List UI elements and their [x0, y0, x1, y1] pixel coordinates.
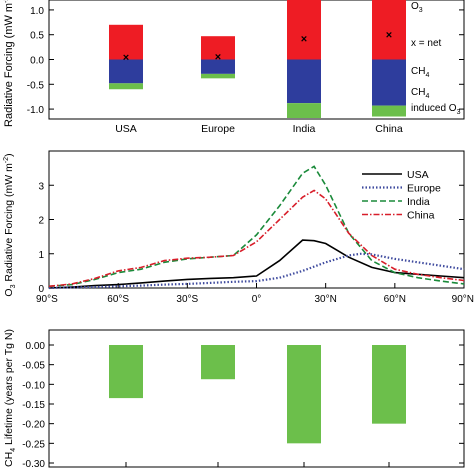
panel2-xtick-label: 90°N [452, 294, 474, 305]
panel1-ytick-label: 0.0 [30, 56, 44, 67]
panel2-xtick-label: 0° [252, 294, 262, 305]
lifetime-bar-china [372, 345, 406, 424]
panel2-xtick-label: 60°N [384, 294, 406, 305]
panel3-ytick-label: -0.15 [22, 400, 45, 411]
panel2-ylabel: O3 Radiative Forcing (mW m-2) [3, 153, 17, 296]
ch4-bar [372, 59, 406, 106]
net-marker: × [386, 30, 392, 42]
panel2-ytick-label: 2 [38, 216, 44, 227]
panel1-bars: × × × × [109, 0, 406, 119]
panel1-annotations: O3 x = net CH4 CH4 induced O3 [411, 1, 461, 116]
ch4-bar [287, 59, 321, 104]
panel1-ytick-label: -0.5 [27, 80, 45, 91]
category-label-india: India [293, 123, 316, 135]
panel3-ytick-label: 0.00 [26, 341, 46, 352]
panel2-ytick-label: 3 [38, 181, 44, 192]
legend-label-europe: Europe [407, 183, 441, 195]
line-china [48, 189, 465, 288]
panel3-bars [109, 345, 406, 444]
o3-bar [109, 24, 143, 60]
ch4-bar [109, 59, 143, 84]
panel3-ytick-label: -0.20 [22, 420, 45, 431]
o3-bar [372, 0, 406, 60]
category-label-europe: Europe [201, 123, 235, 135]
ch4-induced-o3-bar [287, 103, 321, 119]
line-europe [48, 252, 465, 290]
ch4-induced-o3-bar [109, 83, 143, 90]
ch4-lifetime-bar-panel: CH4 Lifetime (years per Tg N) 0.00 -0.05 -… [3, 329, 465, 470]
panel1-yticks: 1.0 0.5 0.0 -0.5 -1.0 [27, 6, 464, 116]
panel2-xtick-label: 90°S [36, 294, 58, 305]
panel3-ytick-label: -0.30 [22, 459, 45, 470]
lifetime-bar-usa [109, 345, 143, 399]
o3-bar [201, 36, 235, 60]
panel1-ytick-label: -1.0 [27, 105, 45, 116]
panel3-ytick-label: -0.25 [22, 439, 45, 450]
legend-label-usa: USA [407, 169, 429, 181]
net-marker: × [301, 34, 307, 46]
panel3-frame [48, 329, 465, 468]
panel3-ylabel: CH4 Lifetime (years per Tg N) [3, 329, 17, 467]
legend-label-india: India [407, 196, 430, 208]
lifetime-bar-india [287, 345, 321, 444]
panel3-ytick-label: -0.05 [22, 361, 45, 372]
panel2-lines [48, 165, 465, 290]
panel2-frame [48, 150, 465, 289]
panel2-ytick-label: 1 [38, 250, 44, 261]
panel1-ylabel: Radiative Forcing (mW m-2) [3, 0, 15, 127]
ch4-induced-o3-bar [201, 73, 235, 79]
o3-latitude-line-panel: O3 Radiative Forcing (mW m-2) 0 1 2 3 90°S 6… [3, 150, 474, 305]
net-marker: × [123, 52, 129, 64]
annotation-ch4: CH4 [411, 66, 429, 79]
panel2-xticks: 90°S 60°S 30°S 0° 30°N 60°N 90°N [36, 283, 474, 305]
panel1-ytick-label: 1.0 [30, 6, 44, 17]
panel3-ytick-label: -0.10 [22, 380, 45, 391]
forcing-bar-panel: Radiative Forcing (mW m-2) 1.0 0.5 0.0 -0.5… [3, 0, 465, 135]
category-label-china: China [375, 123, 403, 135]
net-marker: × [215, 52, 221, 64]
line-india [48, 165, 465, 288]
panel1-ytick-label: 0.5 [30, 31, 44, 42]
panel2-xtick-label: 30°N [314, 294, 336, 305]
ch4-bar [201, 59, 235, 74]
annotation-ch4-induced-line1: CH4 [411, 87, 429, 100]
annotation-ch4-induced-line2: induced O3 [411, 103, 461, 116]
annotation-o3: O3 [411, 1, 423, 14]
panel2-ytick-label: 0 [38, 284, 44, 295]
ch4-induced-o3-bar [372, 105, 406, 117]
category-label-usa: USA [115, 123, 137, 135]
panel2-xtick-label: 60°S [107, 294, 129, 305]
lifetime-bar-europe [201, 345, 235, 380]
legend-label-china: China [407, 210, 435, 222]
line-usa [48, 239, 465, 289]
panel2-xtick-label: 30°S [176, 294, 198, 305]
o3-bar [287, 0, 321, 60]
panel1-category-labels: USA Europe India China [115, 123, 403, 135]
panel3-yticks: 0.00 -0.05 -0.10 -0.15 -0.20 -0.25 -0.30 [22, 341, 464, 470]
annotation-net: x = net [411, 38, 442, 49]
